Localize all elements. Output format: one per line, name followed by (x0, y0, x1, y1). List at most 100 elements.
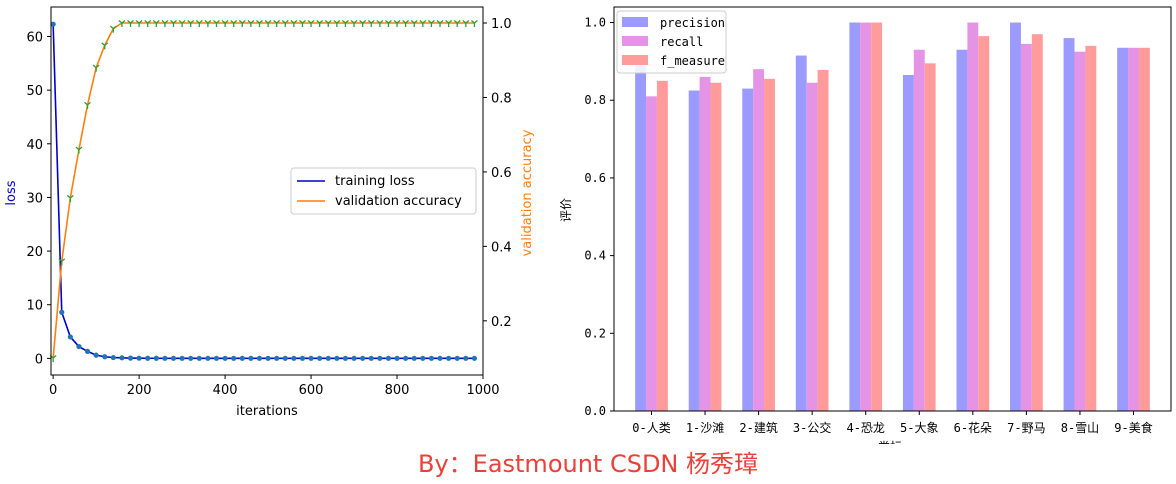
data-point-training-loss (454, 355, 460, 361)
left-y-tick-label: 50 (26, 84, 43, 99)
data-point-validation-accuracy (402, 20, 410, 28)
bar-precision (688, 90, 700, 412)
right-y-tick-label: 0.2 (491, 315, 512, 330)
category-tick-label: 5-大象 (900, 421, 938, 435)
bar-f-measure (978, 36, 990, 411)
data-point-training-loss (403, 355, 409, 361)
bar-recall (1020, 43, 1032, 412)
data-point-validation-accuracy (385, 20, 392, 28)
data-point-training-loss (102, 354, 108, 360)
line-chart-left-y-label: loss (4, 180, 19, 205)
line-chart-x-ticks: 0 200 400 600 800 1000 (49, 375, 500, 398)
data-point-validation-accuracy (436, 20, 444, 28)
data-point-validation-accuracy (84, 101, 91, 109)
data-point-training-loss (463, 355, 469, 361)
bar-f-measure (710, 82, 722, 411)
data-point-validation-accuracy (144, 20, 152, 28)
left-y-tick-label: 60 (26, 31, 43, 46)
data-point-validation-accuracy (118, 20, 126, 28)
bar-chart: 0-人类 1-沙滩 2-建筑 3-公交 4-恐龙 5-大象 6-花朵 7-野马 8-雪山 9-美食… (559, 6, 1172, 444)
left-y-tick-label: 30 (26, 191, 43, 206)
data-point-training-loss (127, 355, 134, 361)
bar-precision (902, 74, 914, 411)
data-point-validation-accuracy (161, 20, 169, 28)
data-point-training-loss (325, 355, 331, 361)
data-point-training-loss (334, 355, 340, 361)
data-point-training-loss (145, 355, 151, 361)
bar-precision (1063, 38, 1075, 411)
bar-chart-x-ticks: 0-人类 1-沙滩 2-建筑 3-公交 4-恐龙 5-大象 6-花朵 7-野马 8-雪山 9-美食 (632, 411, 1153, 435)
data-point-training-loss (179, 355, 185, 361)
x-tick-label: 800 (385, 383, 410, 398)
data-point-validation-accuracy (170, 20, 177, 28)
data-point-validation-accuracy (187, 20, 195, 28)
data-point-validation-accuracy (213, 20, 220, 28)
data-point-validation-accuracy (256, 20, 263, 28)
bar-f-measure (817, 69, 829, 412)
data-point-training-loss (420, 355, 426, 361)
data-point-validation-accuracy (359, 20, 367, 28)
data-point-training-loss (93, 352, 99, 358)
bar-f-measure (1085, 45, 1097, 411)
bar-recall (806, 82, 818, 411)
series-line-validation-accuracy (52, 22, 475, 359)
right-y-tick-label: 1.0 (491, 17, 512, 32)
category-tick-label: 6-花朵 (954, 420, 992, 435)
y-tick-label: 0.4 (584, 249, 606, 263)
data-point-validation-accuracy (195, 20, 203, 28)
line-chart-legend-box (290, 167, 477, 215)
data-point-training-loss (222, 355, 228, 361)
left-y-tick-label: 20 (26, 245, 43, 260)
data-point-training-loss (351, 355, 357, 361)
data-point-validation-accuracy (290, 20, 298, 28)
y-tick-label: 0.0 (584, 404, 606, 418)
data-point-validation-accuracy (238, 20, 246, 28)
data-point-training-loss (368, 355, 374, 361)
bar-precision (1117, 47, 1129, 411)
data-point-training-loss (385, 355, 392, 361)
bar-recall (699, 76, 711, 412)
category-tick-label: 8-雪山 (1061, 421, 1099, 435)
data-point-validation-accuracy (204, 20, 212, 28)
bar-precision (849, 22, 861, 411)
data-point-validation-accuracy (367, 20, 375, 28)
data-point-validation-accuracy (58, 258, 66, 266)
bar-precision (1010, 22, 1021, 411)
data-point-training-loss (50, 21, 56, 27)
data-point-training-loss (256, 355, 263, 361)
bar-precision (956, 49, 968, 411)
line-chart-left-y-ticks: 0 10 20 30 40 50 60 (26, 31, 51, 367)
data-point-training-loss (213, 355, 220, 361)
data-point-training-loss (248, 355, 254, 361)
data-point-validation-accuracy (152, 20, 160, 28)
data-point-validation-accuracy (376, 20, 384, 28)
data-point-validation-accuracy (428, 20, 435, 28)
legend-label-validation-accuracy: validation accuracy (335, 194, 462, 209)
x-tick-label: 600 (299, 383, 324, 398)
bar-precision (795, 55, 807, 412)
data-point-validation-accuracy (92, 64, 100, 72)
data-point-validation-accuracy (230, 20, 238, 28)
data-point-training-loss (231, 355, 237, 361)
data-point-validation-accuracy (299, 20, 306, 28)
data-point-training-loss (59, 309, 65, 315)
legend-label-precision: precision (660, 16, 725, 30)
line-chart-legend: training loss validation accuracy (290, 167, 477, 215)
data-point-validation-accuracy (410, 20, 418, 28)
line-chart-series (49, 20, 478, 363)
data-point-training-loss (394, 355, 400, 361)
data-point-validation-accuracy (316, 20, 324, 28)
data-point-validation-accuracy (393, 20, 401, 28)
data-point-training-loss (239, 355, 245, 361)
line-chart-right-y-ticks: 0.2 0.4 0.6 0.8 1.0 (483, 17, 512, 330)
bar-recall (1074, 51, 1086, 412)
bar-chart-x-label: 类标 (878, 440, 902, 444)
data-point-validation-accuracy (75, 146, 83, 154)
bar-f-measure (924, 63, 936, 411)
bar-precision (742, 88, 754, 411)
data-point-validation-accuracy (453, 20, 461, 28)
right-y-tick-label: 0.8 (491, 91, 512, 106)
data-point-validation-accuracy (66, 194, 74, 202)
